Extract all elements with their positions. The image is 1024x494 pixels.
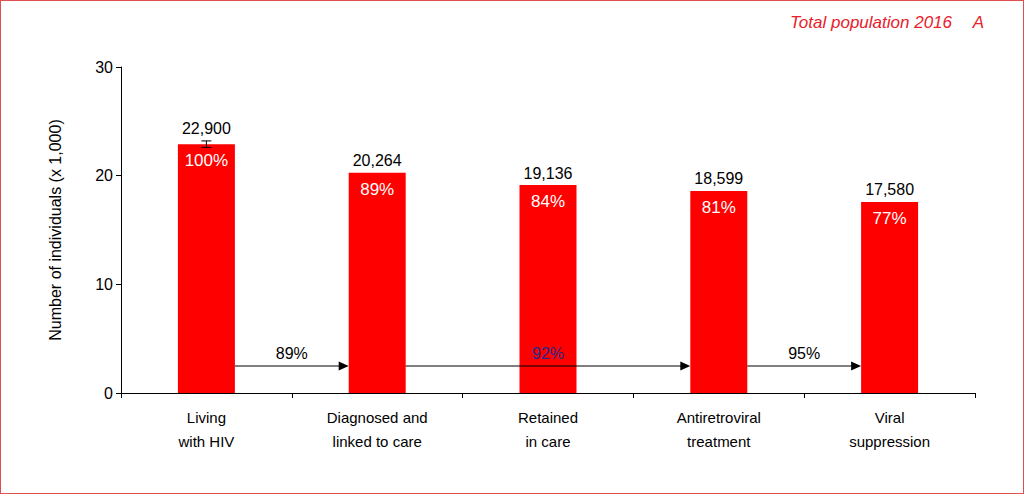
svg-text:92%: 92% (532, 345, 564, 362)
svg-text:100%: 100% (185, 151, 228, 170)
svg-text:30: 30 (95, 59, 113, 76)
svg-text:treatment: treatment (687, 433, 751, 450)
svg-text:Retained: Retained (518, 409, 578, 426)
svg-text:17,580: 17,580 (865, 181, 914, 198)
svg-text:89%: 89% (360, 180, 394, 199)
svg-text:Number of individuals (x 1,000: Number of individuals (x 1,000) (47, 119, 64, 340)
svg-text:10: 10 (95, 276, 113, 293)
svg-text:A: A (972, 13, 984, 32)
svg-text:Antiretroviral: Antiretroviral (677, 409, 761, 426)
svg-text:in care: in care (525, 433, 570, 450)
svg-text:Viral: Viral (875, 409, 905, 426)
svg-text:Total population 2016: Total population 2016 (790, 13, 953, 32)
svg-text:20,264: 20,264 (353, 152, 402, 169)
svg-text:0: 0 (104, 385, 113, 402)
svg-text:89%: 89% (276, 345, 308, 362)
svg-text:84%: 84% (531, 192, 565, 211)
svg-text:77%: 77% (873, 209, 907, 228)
svg-text:Living: Living (187, 409, 226, 426)
svg-text:18,599: 18,599 (694, 170, 743, 187)
svg-text:81%: 81% (702, 198, 736, 217)
svg-text:19,136: 19,136 (524, 165, 573, 182)
svg-text:Diagnosed and: Diagnosed and (327, 409, 428, 426)
svg-text:with HIV: with HIV (177, 433, 234, 450)
svg-text:20: 20 (95, 167, 113, 184)
svg-text:suppression: suppression (849, 433, 930, 450)
svg-text:22,900: 22,900 (182, 120, 231, 137)
svg-text:linked to care: linked to care (333, 433, 422, 450)
svg-text:95%: 95% (788, 345, 820, 362)
